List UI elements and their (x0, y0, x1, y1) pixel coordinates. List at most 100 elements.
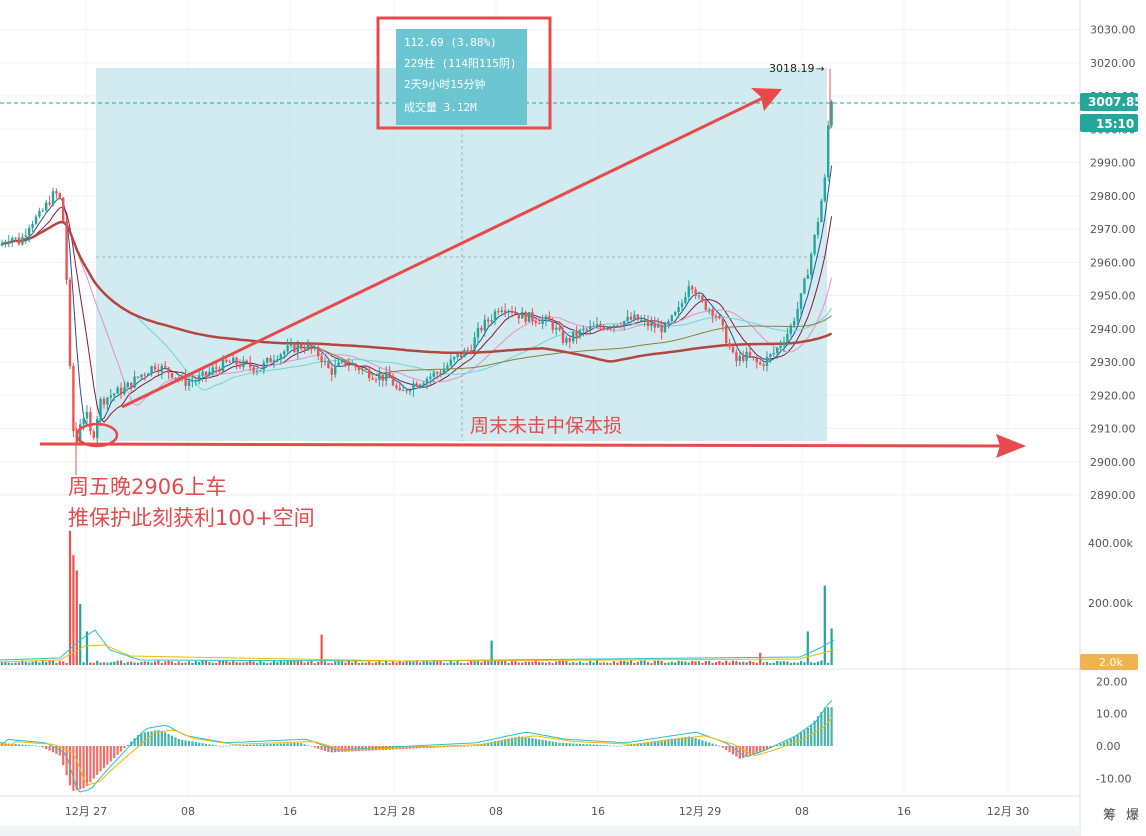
macd-histogram-bar (633, 744, 636, 746)
macd-histogram-bar (742, 746, 745, 758)
candle-body (289, 343, 293, 346)
candle-body (765, 356, 769, 366)
volume-bar (330, 663, 333, 665)
candle-body (17, 237, 21, 245)
entry-annotation-line1: 周五晚2906上车 (68, 475, 226, 499)
volume-bar (119, 660, 123, 665)
price-tick-label: 2900.00 (1090, 456, 1136, 469)
macd-histogram-bar (283, 743, 286, 746)
candle-body (7, 241, 10, 243)
macd-histogram-bar (330, 746, 333, 753)
measure-change-text: 112.69 (3.88%) (404, 36, 497, 49)
macd-histogram-bar (24, 744, 27, 746)
volume-bar (58, 661, 61, 665)
macd-histogram-bar (687, 736, 690, 746)
macd-histogram-bar (531, 738, 534, 746)
candle-body (507, 311, 510, 313)
candle-body (89, 411, 92, 432)
candle-body (660, 325, 663, 333)
candle-body (106, 397, 109, 405)
candle-body (164, 365, 167, 368)
candle-body (232, 357, 235, 362)
macd-histogram-bar (653, 741, 656, 746)
candle-body (225, 359, 228, 362)
macd-histogram-bar (266, 744, 269, 746)
macd-histogram-bar (636, 743, 639, 746)
volume-bars (0, 530, 835, 665)
macd-histogram-bar (548, 741, 551, 746)
trend-arrowhead (751, 88, 782, 111)
measure-highlight-frame (376, 16, 552, 130)
volume-bar (565, 660, 568, 665)
volume-bar (745, 662, 748, 665)
corner-label-liquidation[interactable]: 爆 (1126, 808, 1139, 823)
macd-histogram-bar (813, 720, 816, 746)
volume-bar (408, 660, 412, 665)
ma-fast-line (1, 165, 833, 427)
macd-histogram-bar (327, 746, 330, 752)
volume-bar (752, 661, 755, 665)
macd-histogram-bar (796, 734, 799, 746)
macd-histogram-bar (524, 737, 527, 746)
candle-body (272, 360, 276, 363)
candle-body (432, 372, 435, 377)
macd-histogram-bar (830, 707, 833, 746)
macd-histogram-bar (810, 725, 813, 746)
volume-bar (218, 660, 221, 665)
candle-body (789, 325, 792, 334)
candle-body (119, 387, 123, 395)
macd-histogram-bar (823, 707, 826, 746)
volume-bar (606, 662, 609, 665)
price-tick-label: 2920.00 (1090, 389, 1136, 402)
macd-histogram-bar (575, 743, 578, 746)
time-tick-label: 12月 27 (65, 805, 108, 818)
macd-histogram-bar (629, 744, 633, 746)
macd-histogram-bar (106, 746, 109, 765)
candle-body (391, 377, 395, 386)
price-tick-label: 2980.00 (1090, 190, 1136, 203)
candle-body (589, 326, 592, 330)
time-tick-label: 16 (591, 805, 605, 818)
macd-histogram-bar (75, 746, 78, 791)
candle-body (395, 385, 398, 388)
volume-bar (575, 662, 578, 665)
volume-bar (364, 662, 367, 665)
volume-bar (708, 661, 711, 665)
volume-bar (266, 663, 269, 665)
volume-bar (215, 662, 218, 665)
macd-histogram-bar (58, 746, 61, 756)
volume-bar (153, 661, 157, 665)
candle-body (238, 364, 242, 368)
macd-histogram-bar (262, 744, 265, 746)
bottom-scroll-strip[interactable] (0, 826, 1080, 836)
candle-body (286, 345, 289, 352)
volume-bar (538, 661, 541, 665)
volume-bar (31, 661, 34, 665)
candle-body (544, 316, 548, 320)
volume-bar (510, 661, 514, 665)
corner-label-chips[interactable]: 筹 (1103, 807, 1116, 823)
volume-bar (306, 661, 310, 665)
macd-histogram-bar (493, 741, 497, 746)
macd-histogram-bar (96, 746, 99, 775)
macd-histogram-bar (623, 745, 626, 747)
volume-bar (640, 660, 643, 665)
entry-annotation-line2: 推保护此刻获利100+空间 (68, 506, 315, 530)
volume-bar (191, 662, 194, 665)
volume-bar (459, 662, 463, 665)
macd-histogram-bar (255, 744, 259, 746)
candle-body (21, 236, 24, 245)
macd-histogram-bar (201, 743, 204, 746)
macd-histogram-bar (99, 746, 102, 772)
volume-bar (660, 661, 663, 665)
trend-arrow-line (121, 95, 766, 409)
macd-histogram-bar (21, 744, 24, 746)
candle-body (113, 393, 116, 396)
volume-bar (96, 660, 99, 665)
volume-bar (629, 660, 633, 665)
macd-histogram-bar (827, 707, 830, 746)
candle-body (116, 387, 119, 394)
candle-body (24, 235, 27, 237)
macd-histogram-bar (140, 732, 143, 746)
volume-bar (238, 662, 242, 665)
